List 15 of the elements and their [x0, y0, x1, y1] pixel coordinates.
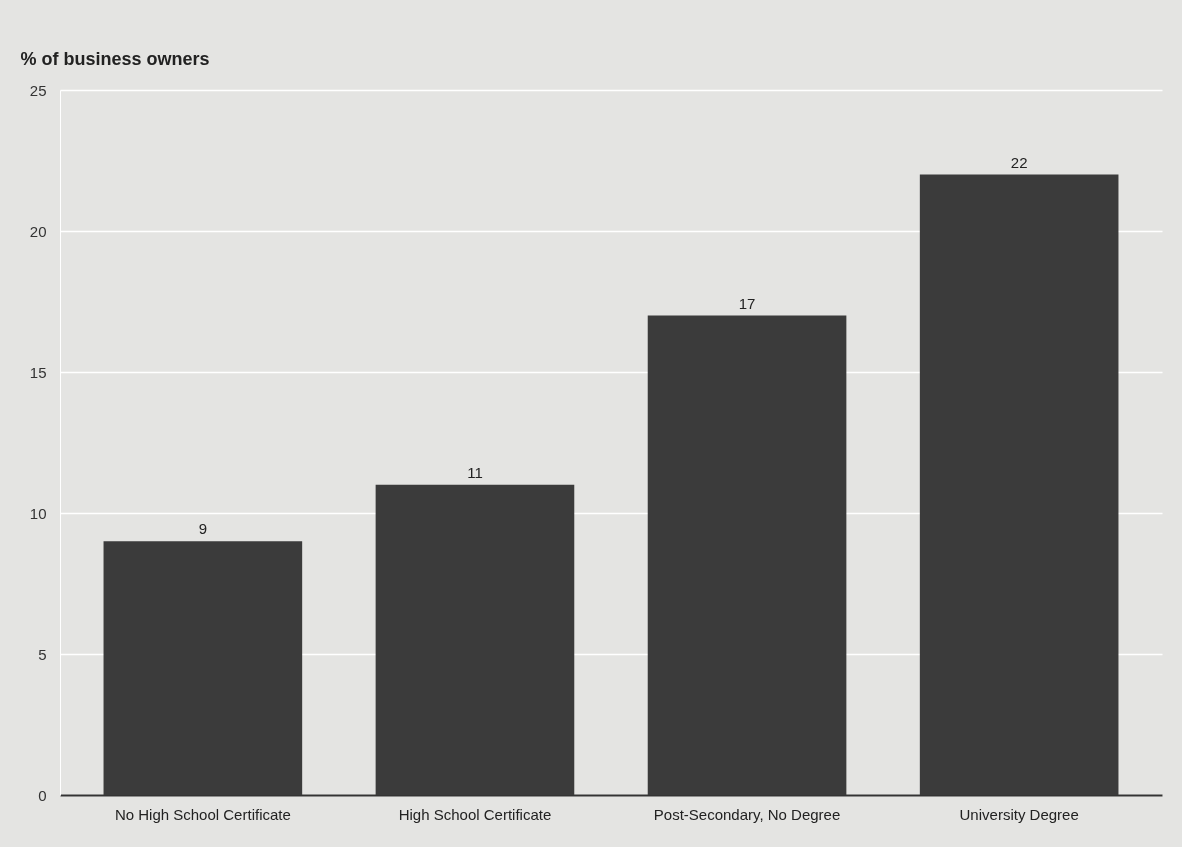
data-label: 17	[738, 294, 756, 312]
y-tick-label: 5	[38, 645, 47, 663]
data-label: 11	[467, 463, 483, 481]
y-tick-label: 20	[29, 222, 47, 240]
y-tick-label: 15	[29, 363, 47, 381]
x-tick-label: No High School Certificate	[114, 805, 291, 823]
x-tick-label: Post-Secondary, No Degree	[653, 805, 841, 823]
data-label: 9	[198, 520, 208, 538]
x-tick-label: University Degree	[959, 805, 1079, 823]
data-label: 22	[1010, 153, 1028, 171]
x-tick-label: High School Certificate	[398, 805, 552, 823]
y-tick-label: 0	[38, 786, 47, 804]
y-tick-label: 25	[29, 81, 47, 99]
y-tick-label: 10	[29, 504, 47, 522]
y-axis-title: % of business owners	[20, 48, 210, 69]
